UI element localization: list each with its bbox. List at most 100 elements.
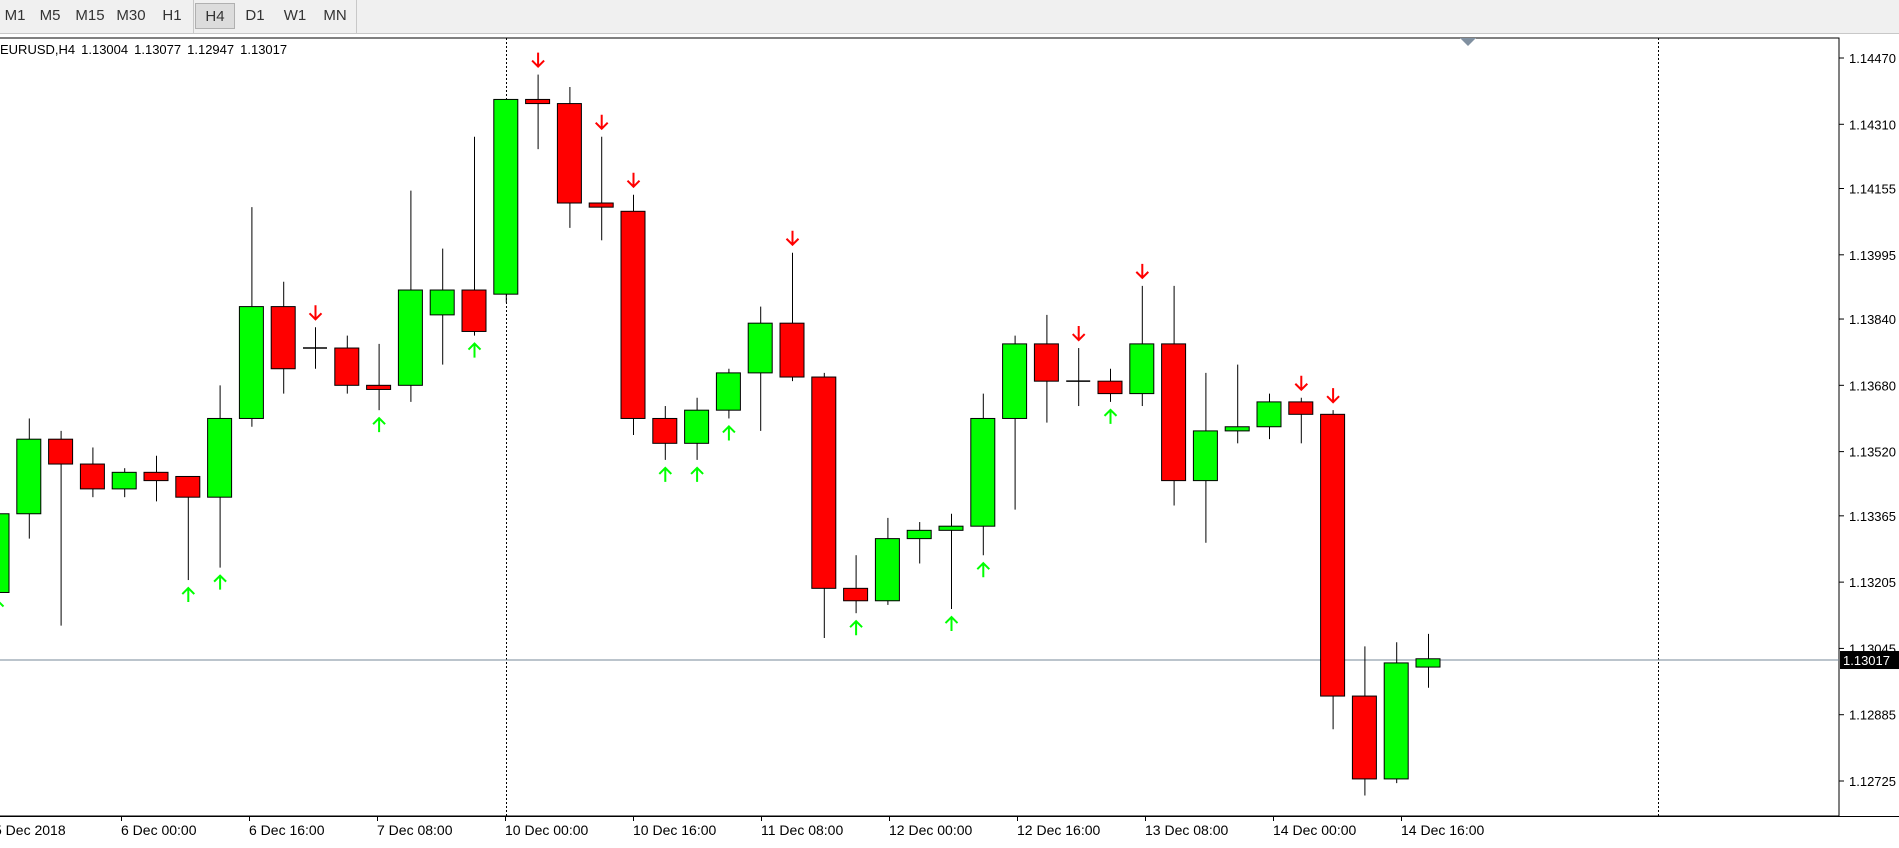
candle-bull[interactable]	[16, 438, 42, 515]
candle-bear[interactable]	[620, 210, 646, 419]
candle-bull[interactable]	[874, 538, 900, 602]
fractal-up-arrow-icon	[467, 342, 482, 358]
candle-bull[interactable]	[1129, 343, 1155, 395]
chart-header: EURUSD,H4 1.13004 1.13077 1.12947 1.13017	[0, 42, 293, 57]
candle-bull[interactable]	[1256, 401, 1282, 428]
y-tick-label: 1.13995	[1849, 248, 1896, 263]
candle-bull[interactable]	[1192, 430, 1218, 482]
fractal-up-arrow-icon	[1103, 408, 1118, 424]
open-price: 1.13004	[81, 42, 129, 57]
candle-bear[interactable]	[811, 376, 837, 589]
candle-bear[interactable]	[652, 417, 678, 444]
x-tick-label: 10 Dec 00:00	[505, 822, 588, 838]
candle-bear[interactable]	[334, 347, 360, 386]
candle-bear[interactable]	[461, 289, 487, 332]
y-tick-label: 1.12885	[1849, 708, 1896, 723]
candle-bear[interactable]	[588, 202, 614, 208]
fractal-down-arrow-icon	[1071, 326, 1086, 342]
x-tick-label: 7 Dec 08:00	[377, 822, 453, 838]
candle-bull[interactable]	[493, 98, 519, 295]
timeframe-button-w1[interactable]: W1	[283, 7, 307, 24]
candle-bull[interactable]	[397, 289, 423, 386]
fractal-up-arrow-icon	[0, 601, 5, 608]
symbol-label: EURUSD,H4	[0, 42, 76, 57]
x-tick-label: 5 Dec 2018	[0, 822, 66, 838]
candle-bull[interactable]	[970, 417, 996, 527]
candle-bear[interactable]	[1033, 343, 1059, 382]
x-tick-label: 10 Dec 16:00	[633, 822, 716, 838]
fractal-up-arrow-icon	[722, 425, 736, 441]
timeframe-button-m5[interactable]: M5	[39, 7, 61, 24]
fractal-up-arrow-icon	[658, 466, 673, 482]
candle-bear[interactable]	[143, 471, 169, 482]
y-tick-label: 1.13840	[1849, 312, 1896, 327]
toolbar-separator	[193, 0, 194, 34]
x-tick-label: 14 Dec 00:00	[1273, 822, 1356, 838]
candle-bull[interactable]	[906, 529, 932, 540]
x-tick-label: 6 Dec 00:00	[121, 822, 197, 838]
x-tick-label: 12 Dec 16:00	[1017, 822, 1100, 838]
candle-bull[interactable]	[1383, 662, 1409, 780]
timeframe-button-m30[interactable]: M30	[116, 7, 146, 24]
current-price-badge	[1840, 651, 1899, 670]
candle-bear[interactable]	[79, 463, 105, 490]
y-tick-label: 1.13520	[1849, 445, 1896, 460]
candle-bear[interactable]	[843, 587, 869, 602]
candle-bear[interactable]	[366, 384, 392, 390]
y-tick-label: 1.14155	[1849, 182, 1896, 197]
current-price-label: 1.13017	[1843, 653, 1890, 668]
timeframe-button-mn[interactable]: MN	[323, 7, 347, 24]
fractal-up-arrow-icon	[976, 561, 991, 578]
plot-frame	[0, 37, 1840, 817]
candle-bear[interactable]	[1161, 343, 1187, 482]
candle-bull[interactable]	[1415, 658, 1441, 668]
candle-bull[interactable]	[1002, 343, 1028, 419]
candle-bear[interactable]	[525, 98, 551, 105]
toolbar-separator	[356, 0, 357, 34]
y-tick-label: 1.12725	[1849, 774, 1896, 789]
fractal-up-arrow-icon	[372, 416, 386, 433]
timeframe-button-d1[interactable]: D1	[245, 7, 265, 24]
fractal-down-arrow-icon	[308, 305, 323, 321]
timeframe-button-h4[interactable]: H4	[195, 3, 235, 29]
close-price: 1.13017	[240, 42, 288, 57]
candle-bull[interactable]	[429, 289, 455, 316]
fractal-down-arrow-icon	[1135, 263, 1150, 280]
candle-bear[interactable]	[779, 322, 805, 378]
timeframe-button-m15[interactable]: M15	[75, 7, 105, 24]
candle-bull[interactable]	[747, 322, 773, 374]
candle-bear[interactable]	[1320, 413, 1346, 697]
candle-bear[interactable]	[556, 103, 582, 204]
candle-bear[interactable]	[1351, 695, 1377, 780]
candle-bull[interactable]	[238, 306, 264, 419]
x-tick-label: 14 Dec 16:00	[1401, 822, 1484, 838]
candle-bear[interactable]	[270, 306, 296, 370]
candle-bear[interactable]	[48, 438, 74, 465]
candle-bear[interactable]	[1288, 401, 1314, 415]
chart-shift-marker[interactable]	[1460, 38, 1476, 46]
candle-bull[interactable]	[938, 525, 964, 531]
timeframe-toolbar: M1 M5 M15 M30 H1 H4 D1 W1 MN	[0, 0, 1899, 34]
low-price: 1.12947	[187, 42, 235, 57]
fractal-up-arrow-icon	[849, 619, 863, 636]
fractal-down-arrow-icon	[594, 114, 609, 131]
timeframe-button-m1[interactable]: M1	[4, 7, 26, 24]
candle-bull[interactable]	[1224, 426, 1250, 432]
candle-bear[interactable]	[175, 475, 201, 498]
fractal-up-arrow-icon	[944, 615, 959, 632]
candle-bull[interactable]	[207, 417, 233, 498]
x-tick-label: 13 Dec 08:00	[1145, 822, 1228, 838]
fractal-down-arrow-icon	[1326, 388, 1340, 404]
candle-bull[interactable]	[715, 372, 741, 411]
fractal-up-arrow-icon	[213, 574, 227, 590]
x-tick-label: 11 Dec 08:00	[761, 822, 843, 838]
candle-bear[interactable]	[1097, 380, 1123, 395]
candle-bull[interactable]	[111, 471, 137, 490]
fractal-down-arrow-icon	[785, 230, 800, 247]
fractal-down-arrow-icon	[531, 52, 545, 68]
candle-bull[interactable]	[684, 409, 710, 444]
x-tick-label: 6 Dec 16:00	[249, 822, 325, 838]
timeframe-button-h1[interactable]: H1	[162, 7, 182, 24]
candle-bull[interactable]	[0, 513, 10, 593]
